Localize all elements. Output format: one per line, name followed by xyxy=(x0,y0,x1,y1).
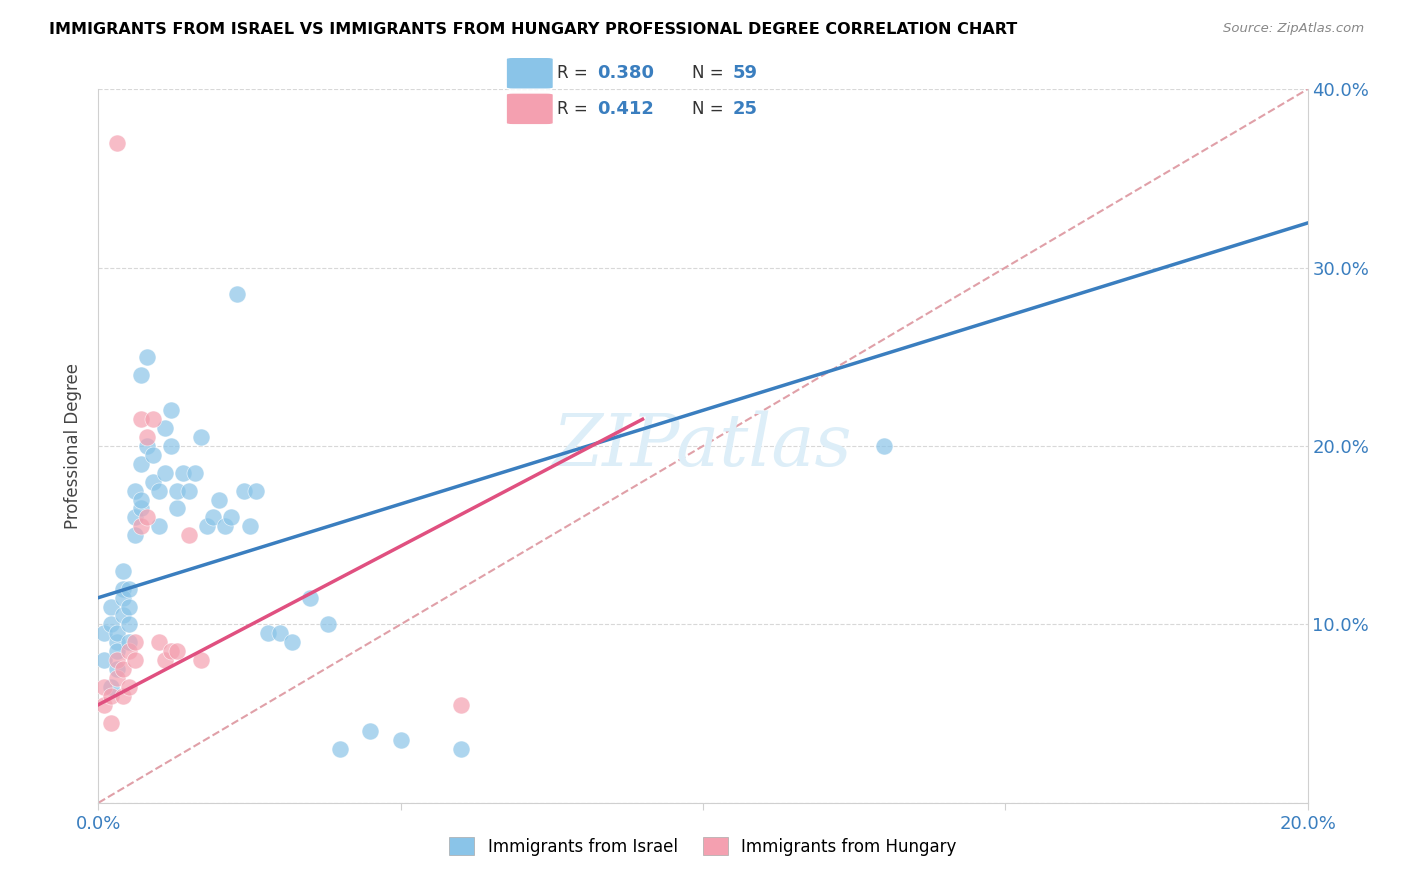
Point xyxy=(214,519,236,533)
Point xyxy=(221,510,243,524)
Point xyxy=(873,439,896,453)
Point xyxy=(135,430,157,444)
Point xyxy=(93,680,115,694)
Point xyxy=(329,742,352,756)
Text: 0.380: 0.380 xyxy=(598,64,654,82)
Point xyxy=(111,608,134,623)
Point xyxy=(129,519,152,533)
Point xyxy=(129,492,152,507)
Point xyxy=(93,698,115,712)
Point xyxy=(281,635,304,649)
Point xyxy=(232,483,254,498)
Point xyxy=(124,653,146,667)
Point xyxy=(105,644,128,658)
Point xyxy=(118,635,141,649)
Point xyxy=(93,653,115,667)
Point xyxy=(450,742,472,756)
Point xyxy=(118,644,141,658)
Point xyxy=(124,528,146,542)
Point xyxy=(100,689,122,703)
Point xyxy=(118,617,141,632)
Point xyxy=(389,733,412,747)
Point xyxy=(111,591,134,605)
Point xyxy=(160,403,183,417)
Point xyxy=(166,644,188,658)
Point xyxy=(118,582,141,596)
Point xyxy=(160,439,183,453)
Legend: Immigrants from Israel, Immigrants from Hungary: Immigrants from Israel, Immigrants from … xyxy=(443,830,963,863)
Point xyxy=(135,439,157,453)
Point xyxy=(100,680,122,694)
Point xyxy=(148,519,170,533)
Point xyxy=(124,483,146,498)
Text: N =: N = xyxy=(692,100,723,118)
Point xyxy=(153,466,176,480)
Point xyxy=(129,368,152,382)
Point xyxy=(93,626,115,640)
Point xyxy=(190,430,212,444)
Text: IMMIGRANTS FROM ISRAEL VS IMMIGRANTS FROM HUNGARY PROFESSIONAL DEGREE CORRELATIO: IMMIGRANTS FROM ISRAEL VS IMMIGRANTS FRO… xyxy=(49,22,1018,37)
Point xyxy=(179,528,201,542)
Point xyxy=(105,626,128,640)
Text: 0.412: 0.412 xyxy=(598,100,654,118)
Point xyxy=(239,519,262,533)
Point xyxy=(105,653,128,667)
Point xyxy=(208,492,231,507)
Point xyxy=(129,457,152,471)
Point xyxy=(316,617,339,632)
Point xyxy=(256,626,278,640)
Point xyxy=(142,475,165,489)
Point xyxy=(179,483,201,498)
Y-axis label: Professional Degree: Professional Degree xyxy=(65,363,83,529)
Point xyxy=(111,662,134,676)
Text: Source: ZipAtlas.com: Source: ZipAtlas.com xyxy=(1223,22,1364,36)
Point xyxy=(245,483,267,498)
Point xyxy=(153,421,176,435)
Point xyxy=(118,599,141,614)
Point xyxy=(100,599,122,614)
Point xyxy=(111,689,134,703)
Point xyxy=(105,136,128,150)
Point xyxy=(360,724,382,739)
Point xyxy=(195,519,218,533)
Point xyxy=(142,448,165,462)
Point xyxy=(202,510,225,524)
Point xyxy=(135,510,157,524)
Point xyxy=(184,466,207,480)
Point xyxy=(160,644,183,658)
Point xyxy=(100,715,122,730)
Text: R =: R = xyxy=(557,100,588,118)
Point xyxy=(166,501,188,516)
Text: R =: R = xyxy=(557,64,588,82)
Point xyxy=(124,510,146,524)
Point xyxy=(129,501,152,516)
Text: N =: N = xyxy=(692,64,723,82)
Point xyxy=(166,483,188,498)
Point xyxy=(269,626,291,640)
FancyBboxPatch shape xyxy=(506,57,554,89)
Point xyxy=(100,617,122,632)
Point xyxy=(172,466,194,480)
Point xyxy=(450,698,472,712)
FancyBboxPatch shape xyxy=(506,93,554,125)
Point xyxy=(135,350,157,364)
Text: 25: 25 xyxy=(733,100,758,118)
Point xyxy=(226,287,249,301)
Point xyxy=(153,653,176,667)
Point xyxy=(118,680,141,694)
Text: ZIPatlas: ZIPatlas xyxy=(553,410,853,482)
Point xyxy=(105,662,128,676)
Point xyxy=(299,591,322,605)
Point xyxy=(190,653,212,667)
Point xyxy=(142,412,165,426)
Text: 59: 59 xyxy=(733,64,758,82)
Point xyxy=(148,483,170,498)
Point xyxy=(111,564,134,578)
Point xyxy=(129,412,152,426)
Point xyxy=(124,635,146,649)
Point xyxy=(148,635,170,649)
Point xyxy=(111,582,134,596)
Point xyxy=(105,671,128,685)
Point xyxy=(105,635,128,649)
